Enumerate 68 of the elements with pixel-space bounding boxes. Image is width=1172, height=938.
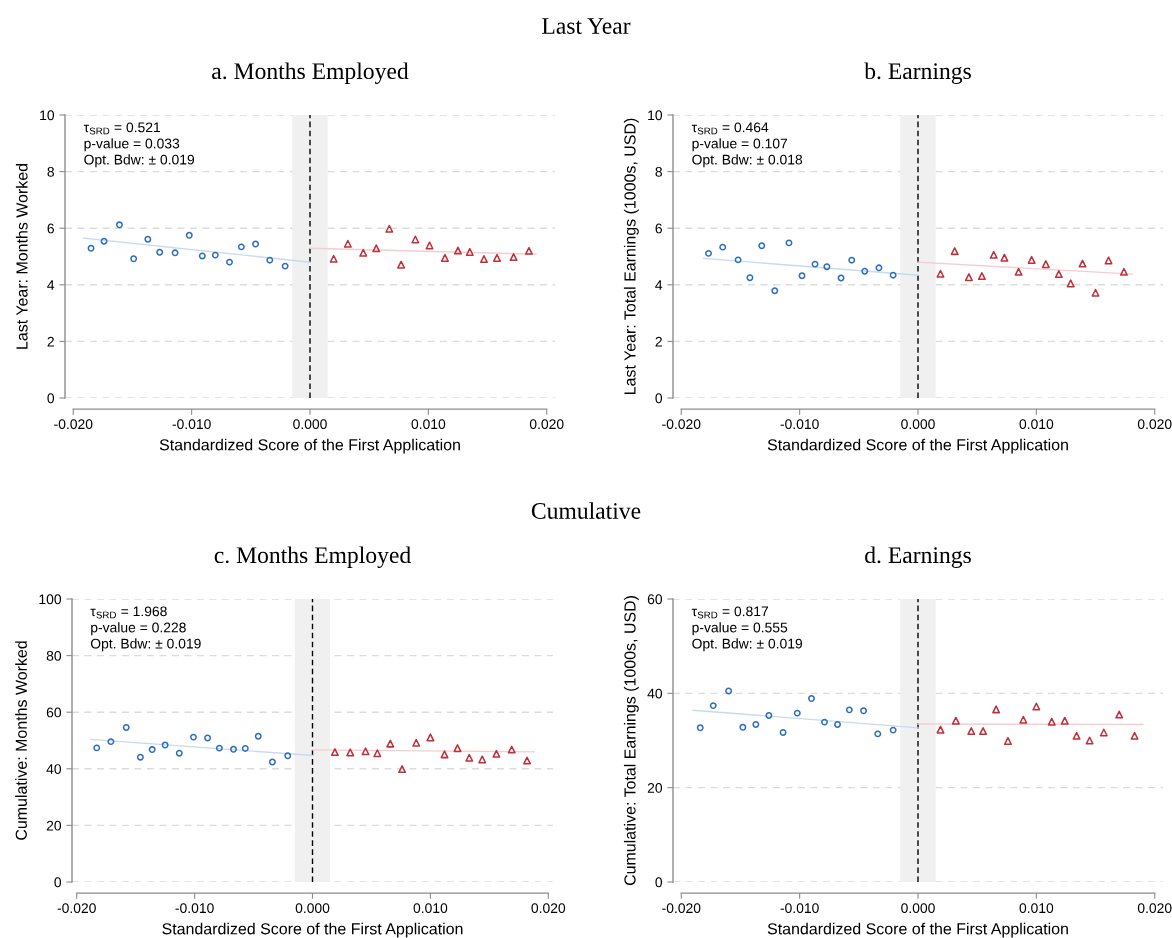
annotation: τ$_{SRD}$ = 0.521	[83, 122, 161, 135]
y-axis-title: Last Year: Months Worked	[15, 163, 28, 349]
x-tick-label: -0.020	[662, 419, 701, 430]
x-tick-label: -0.010	[175, 903, 214, 914]
y-axis-title: Cumulative: Total Earnings (1000s, USD)	[623, 596, 639, 886]
y-tick-label: 10	[648, 110, 663, 121]
x-axis-title: Standardized Score of the First Application	[767, 922, 1068, 938]
annotation: p-value = 0.555	[692, 622, 788, 636]
x-tick-label: 0.020	[529, 419, 564, 430]
annotation: τ$_{SRD}$ = 1.968	[90, 606, 167, 619]
annotation: p-value = 0.033	[84, 138, 180, 152]
y-axis-title: Last Year: Total Earnings (1000s, USD)	[623, 118, 639, 394]
y-tick-label: 2	[655, 336, 662, 347]
y-tick-label: 40	[46, 764, 62, 774]
x-tick-label: 0.010	[1019, 903, 1054, 914]
x-axis-title: Standardized Score of the First Application	[159, 438, 460, 454]
annotation: Opt. Bdw: ± 0.018	[692, 154, 803, 168]
chart-title: b. Earnings	[864, 62, 971, 84]
y-tick-label: 8	[47, 166, 54, 177]
y-tick-label: 20	[46, 820, 62, 831]
y-tick-label: 6	[655, 223, 662, 234]
y-tick-label: 40	[647, 688, 663, 699]
annotation: Opt. Bdw: ± 0.019	[90, 638, 201, 652]
x-tick-label: 0.010	[1019, 419, 1054, 430]
x-tick-label: 0.020	[531, 903, 566, 914]
text: Cumulative	[531, 502, 641, 519]
y-tick-label: 20	[647, 783, 663, 793]
x-tick-label: 0.000	[901, 903, 935, 914]
text: Last Year	[542, 18, 631, 34]
x-tick-label: 0.000	[293, 419, 327, 430]
y-tick-label: 4	[655, 280, 663, 290]
y-tick-label: 60	[46, 707, 62, 718]
y-tick-label: 0	[655, 877, 663, 888]
chart-title: d. Earnings	[865, 546, 971, 568]
annotation: τ$_{SRD}$ = 0.464	[691, 122, 769, 135]
annotation: p-value = 0.228	[91, 622, 186, 636]
y-tick-label: 4	[47, 280, 55, 290]
x-tick-label: -0.020	[54, 419, 93, 430]
x-tick-label: -0.010	[780, 903, 819, 914]
x-tick-label: 0.020	[1137, 419, 1172, 430]
x-tick-label: 0.020	[1137, 903, 1172, 914]
annotation: p-value = 0.107	[692, 138, 788, 152]
x-tick-label: -0.020	[57, 903, 96, 914]
x-tick-label: -0.010	[172, 419, 211, 430]
x-tick-label: 0.010	[411, 419, 446, 430]
y-tick-label: 0	[54, 877, 62, 888]
chart-title: c. Months Employed	[214, 546, 411, 568]
y-tick-label: 8	[655, 166, 662, 177]
x-tick-label: -0.020	[662, 903, 701, 914]
y-tick-label: 0	[655, 393, 663, 404]
x-tick-label: 0.000	[901, 419, 935, 430]
y-tick-label: 100	[39, 594, 62, 605]
chart-title: a. Months Employed	[212, 62, 409, 84]
y-tick-label: 60	[647, 594, 663, 605]
annotation: Opt. Bdw: ± 0.019	[692, 638, 803, 652]
y-tick-label: 6	[47, 223, 54, 234]
annotation: Opt. Bdw: ± 0.019	[84, 154, 195, 168]
y-axis-title: Cumulative: Months Worked	[15, 641, 27, 840]
y-tick-label: 80	[46, 650, 62, 661]
y-tick-label: 10	[40, 110, 55, 121]
x-tick-label: 0.010	[413, 903, 448, 914]
x-tick-label: 0.000	[295, 903, 330, 914]
y-tick-label: 0	[47, 393, 55, 404]
x-axis-title: Standardized Score of the First Application	[162, 922, 463, 938]
y-tick-label: 2	[47, 336, 54, 347]
x-tick-label: -0.010	[780, 419, 819, 430]
annotation: τ$_{SRD}$ = 0.817	[691, 606, 769, 619]
x-axis-title: Standardized Score of the First Application	[767, 438, 1068, 454]
